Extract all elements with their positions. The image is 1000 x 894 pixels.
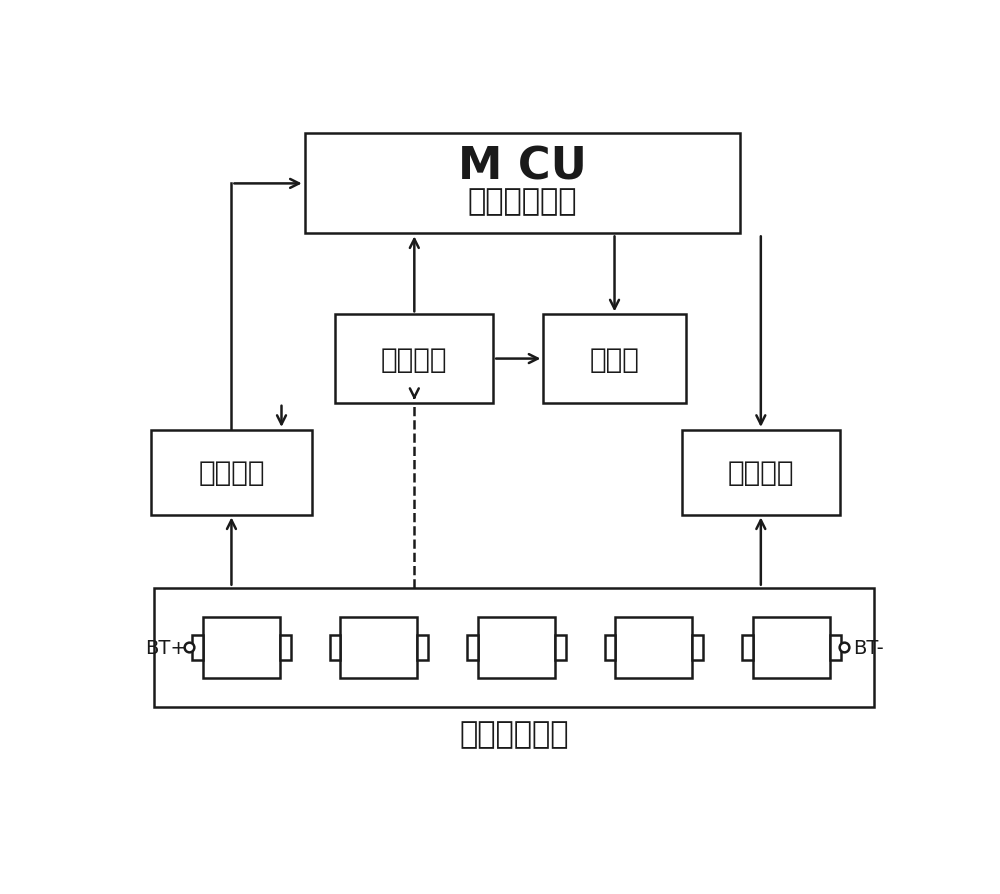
Bar	[280, 636, 291, 660]
Text: BT+: BT+	[145, 638, 187, 657]
Bar	[742, 636, 753, 660]
Text: BT-: BT-	[853, 638, 884, 657]
Bar	[543, 315, 686, 403]
Bar	[335, 315, 493, 403]
Bar	[305, 134, 740, 234]
Bar	[615, 617, 692, 679]
Bar	[330, 636, 340, 660]
Bar	[478, 617, 555, 679]
Bar	[417, 636, 428, 660]
Text: 开关模块: 开关模块	[728, 459, 794, 486]
Text: M CU: M CU	[458, 146, 587, 189]
Bar	[192, 636, 203, 660]
Bar	[692, 636, 703, 660]
Bar	[151, 430, 312, 515]
Text: 报警器: 报警器	[590, 345, 639, 373]
Bar	[830, 636, 841, 660]
Bar	[340, 617, 417, 679]
Text: 锂离子电池组: 锂离子电池组	[460, 720, 569, 748]
Bar	[682, 430, 840, 515]
Text: 电源模块: 电源模块	[381, 345, 448, 373]
Bar	[154, 588, 874, 707]
Bar	[753, 617, 830, 679]
Bar	[605, 636, 615, 660]
Bar	[203, 617, 280, 679]
Bar	[555, 636, 566, 660]
Text: 中央控制单元: 中央控制单元	[467, 187, 577, 215]
Text: 检温电路: 检温电路	[198, 459, 265, 486]
Bar	[467, 636, 478, 660]
